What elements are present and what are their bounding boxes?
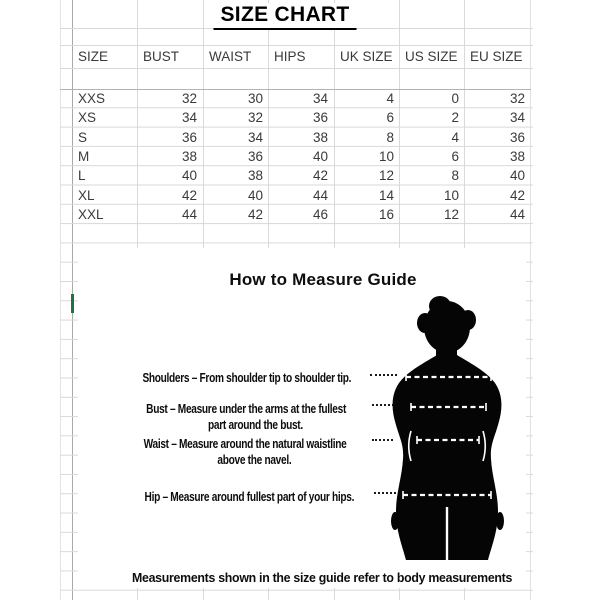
- table-cell: 32: [509, 91, 525, 106]
- size-label: XL: [78, 188, 95, 203]
- woman-body-silhouette: [391, 296, 504, 560]
- table-cell: 44: [312, 188, 328, 203]
- table-cell: 4: [386, 91, 394, 106]
- table-header-row: SIZE BUST WAIST HIPS UK SIZE US SIZE EU …: [72, 45, 531, 68]
- table-cell: 40: [181, 168, 197, 183]
- column-header: EU SIZE: [470, 49, 523, 64]
- column-header: SIZE: [78, 49, 109, 64]
- table-cell: 6: [451, 149, 459, 164]
- table-cell: 38: [509, 149, 525, 164]
- table-cell: 12: [443, 207, 459, 222]
- table-cell: 8: [451, 168, 459, 183]
- table-cell: 10: [378, 149, 394, 164]
- waist-measurement-line: [416, 436, 480, 444]
- measure-guide-image: How to Measure Guide Shoulders – From sh…: [78, 248, 526, 588]
- dotted-leader-waist: [372, 439, 393, 441]
- table-cell: 34: [181, 110, 197, 125]
- table-cell: 6: [386, 110, 394, 125]
- table-cell: 42: [247, 207, 263, 222]
- dotted-leader-hip: [374, 492, 400, 494]
- size-label: XXL: [78, 207, 104, 222]
- shoulder-measurement-line: [405, 373, 492, 381]
- table-cell: 4: [451, 130, 459, 145]
- table-cell: 2: [451, 110, 459, 125]
- table-cell: 32: [181, 91, 197, 106]
- table-cell: 12: [378, 168, 394, 183]
- table-cell: 36: [247, 149, 263, 164]
- arm-gap-left: [407, 430, 412, 462]
- table-row: M 38 36 40 10 6 38: [72, 147, 531, 166]
- table-cell: 14: [378, 188, 394, 203]
- guide-footnote: Measurements shown in the size guide ref…: [131, 570, 513, 585]
- waist-instruction: Waist – Measure around the natural waist…: [143, 436, 347, 467]
- hip-measurement-line: [402, 491, 492, 499]
- table-cell: 8: [386, 130, 394, 145]
- dotted-leader-shoulders: [370, 374, 397, 376]
- table-row: XXS 32 30 34 4 0 32: [72, 89, 531, 108]
- table-cell: 40: [509, 168, 525, 183]
- size-label: XS: [78, 110, 97, 125]
- dotted-leader-bust: [372, 404, 394, 406]
- table-row: XS 34 32 36 6 2 34: [72, 108, 531, 127]
- column-header: BUST: [143, 49, 180, 64]
- table-cell: 0: [451, 91, 459, 106]
- table-row: L 40 38 42 12 8 40: [72, 166, 531, 185]
- table-cell: 10: [443, 188, 459, 203]
- table-cell: 36: [181, 130, 197, 145]
- bust-instruction: Bust – Measure under the arms at the ful…: [146, 401, 346, 432]
- column-header: WAIST: [209, 49, 252, 64]
- guide-heading: How to Measure Guide: [229, 270, 417, 289]
- table-cell: 38: [247, 168, 263, 183]
- size-label: M: [78, 149, 90, 164]
- size-label: S: [78, 130, 88, 145]
- table-cell: 34: [312, 91, 328, 106]
- table-cell: 44: [509, 207, 525, 222]
- table-cell: 40: [312, 149, 328, 164]
- gridline: [60, 68, 533, 69]
- size-label: L: [78, 168, 86, 183]
- table-cell: 42: [312, 168, 328, 183]
- table-cell: 34: [247, 130, 263, 145]
- arm-gap-right: [482, 430, 487, 462]
- column-header: US SIZE: [405, 49, 458, 64]
- table-cell: 44: [181, 207, 197, 222]
- gridline: [60, 45, 533, 46]
- page-title: SIZE CHART: [213, 3, 357, 30]
- table-cell: 32: [247, 110, 263, 125]
- shoulders-instruction: Shoulders – From shoulder tip to shoulde…: [142, 370, 352, 385]
- table-row: XL 42 40 44 14 10 42: [72, 186, 531, 205]
- selected-cell-indicator[interactable]: [71, 294, 74, 313]
- table-cell: 16: [378, 207, 394, 222]
- column-header: UK SIZE: [340, 49, 393, 64]
- column-header: HIPS: [274, 49, 306, 64]
- table-row: XXL 44 42 46 16 12 44: [72, 205, 531, 224]
- table-cell: 34: [509, 110, 525, 125]
- hip-instruction: Hip – Measure around fullest part of you…: [144, 489, 354, 504]
- table-cell: 42: [181, 188, 197, 203]
- table-cell: 36: [312, 110, 328, 125]
- table-row: S 36 34 38 8 4 36: [72, 128, 531, 147]
- table-cell: 46: [312, 207, 328, 222]
- bust-measurement-line: [410, 403, 487, 411]
- table-cell: 42: [509, 188, 525, 203]
- table-cell: 30: [247, 91, 263, 106]
- table-cell: 38: [312, 130, 328, 145]
- table-cell: 40: [247, 188, 263, 203]
- table-cell: 38: [181, 149, 197, 164]
- size-label: XXS: [78, 91, 106, 106]
- table-cell: 36: [509, 130, 525, 145]
